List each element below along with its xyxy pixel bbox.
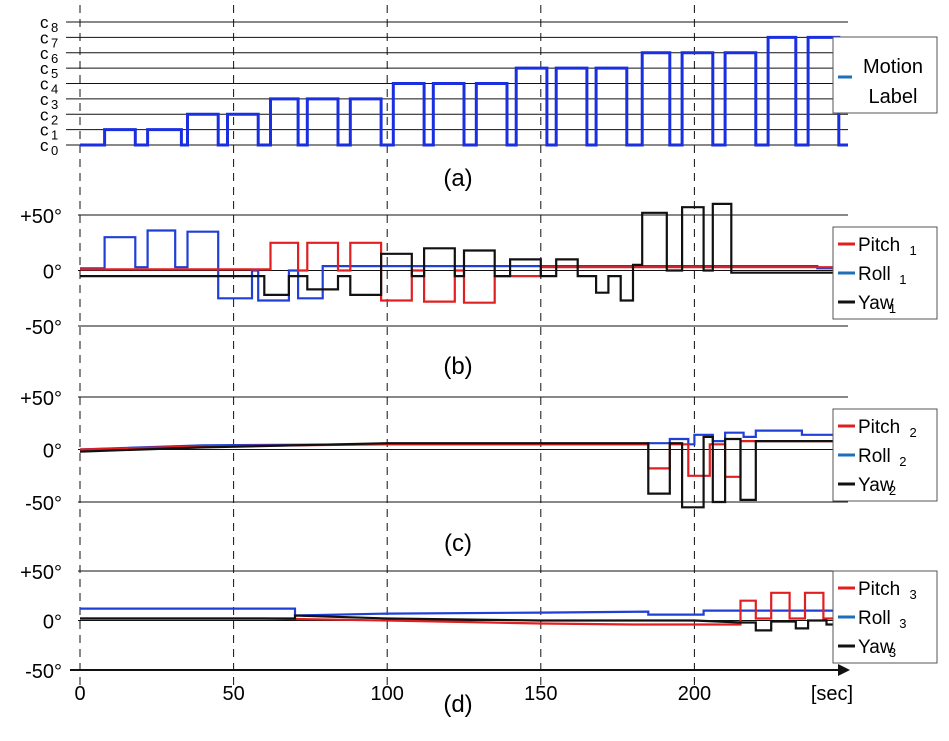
y-tick-subscript-a-2: 2 <box>51 112 58 127</box>
legend-subscript-2-2: 2 <box>889 483 896 498</box>
y-tick-subscript-a-0: 0 <box>51 143 58 158</box>
y-tick-label-3-0: +50° <box>20 562 62 584</box>
x-unit-label: [sec] <box>811 683 853 705</box>
y-tick-subscript-a-7: 7 <box>51 35 58 50</box>
y-tick-label-1-1: 0° <box>43 262 62 284</box>
series-line-3-2 <box>80 614 848 632</box>
grid-layer <box>66 5 850 685</box>
y-tick-label-a-3: c <box>40 90 49 109</box>
legend-label-1-1: Roll <box>858 264 891 285</box>
legend-subscript-2-0: 2 <box>910 425 917 440</box>
series-line-1-0 <box>80 241 848 304</box>
legend-subscript-3-0: 3 <box>910 587 917 602</box>
series-line-2-0 <box>79 440 848 478</box>
y-tick-label-a-6: c <box>40 44 49 63</box>
legend-subscript-1-0: 1 <box>910 243 917 258</box>
series-line-3-1 <box>80 607 848 617</box>
x-tick-label-2: 100 <box>371 683 404 705</box>
y-tick-label-2-0: +50° <box>20 388 62 410</box>
y-tick-label-a-1: c <box>40 121 49 140</box>
series-line-1-2 <box>80 202 848 302</box>
x-axis-arrowhead <box>838 664 850 676</box>
y-tick-label-1-0: +50° <box>20 206 62 228</box>
series-line-a-0 <box>80 35 848 147</box>
series-line-3-0 <box>80 591 848 626</box>
x-tick-label-3: 150 <box>524 683 557 705</box>
y-tick-subscript-a-6: 6 <box>51 51 58 66</box>
legend-subscript-2-1: 2 <box>899 454 906 469</box>
y-tick-subscript-a-1: 1 <box>51 128 58 143</box>
x-tick-label-4: 200 <box>678 683 711 705</box>
legend-subscript-3-1: 3 <box>899 616 906 631</box>
x-tick-label-0: 0 <box>74 683 85 705</box>
y-tick-label-a-2: c <box>40 105 49 124</box>
panel-label-0: (a) <box>443 165 472 192</box>
y-tick-label-2-1: 0° <box>43 441 62 463</box>
legend-label-3-2: Yaw <box>858 637 894 658</box>
text-layer: c 0c 1c 2c 3c 4c 5c 6c 7c 8+50°0°-50°+50°0°-50°+5… <box>20 13 853 718</box>
series-line-2-2 <box>79 435 848 509</box>
legend-label-2-1: Roll <box>858 446 891 467</box>
series-layer <box>79 35 848 632</box>
y-tick-label-1-2: -50° <box>25 317 62 339</box>
y-tick-subscript-a-3: 3 <box>51 97 58 112</box>
legend-subscript-1-1: 1 <box>899 272 906 287</box>
legend-subscript-1-2: 1 <box>889 301 896 316</box>
y-tick-label-a-0: c <box>40 136 49 155</box>
legend-label-2-2: Yaw <box>858 475 894 496</box>
legend-label-3-0: Pitch <box>858 579 900 600</box>
legend-label-2-0: Pitch <box>858 417 900 438</box>
y-tick-subscript-a-5: 5 <box>51 66 58 81</box>
y-tick-label-2-2: -50° <box>25 493 62 515</box>
legend-label-1-0: Pitch <box>858 235 900 256</box>
legend-label-motion-2: Label <box>869 86 918 108</box>
y-tick-label-a-4: c <box>40 75 49 94</box>
panel-label-2: (c) <box>444 530 472 557</box>
y-tick-label-a-5: c <box>40 59 49 78</box>
y-tick-label-3-2: -50° <box>25 661 62 683</box>
legend-box-a <box>832 36 938 114</box>
y-tick-subscript-a-4: 4 <box>51 82 58 97</box>
y-tick-subscript-a-8: 8 <box>51 20 58 35</box>
y-tick-label-a-7: c <box>40 28 49 47</box>
x-tick-label-1: 50 <box>222 683 244 705</box>
legend-subscript-3-2: 3 <box>889 645 896 660</box>
legend-label-motion-1: Motion <box>863 56 923 78</box>
legend-label-3-1: Roll <box>858 608 891 629</box>
panel-label-3: (d) <box>443 691 472 718</box>
y-tick-label-a-8: c <box>40 13 49 32</box>
panel-label-1: (b) <box>443 353 472 380</box>
series-line-1-1 <box>80 229 848 302</box>
legend-label-1-2: Yaw <box>858 293 894 314</box>
y-tick-label-3-1: 0° <box>43 612 62 634</box>
